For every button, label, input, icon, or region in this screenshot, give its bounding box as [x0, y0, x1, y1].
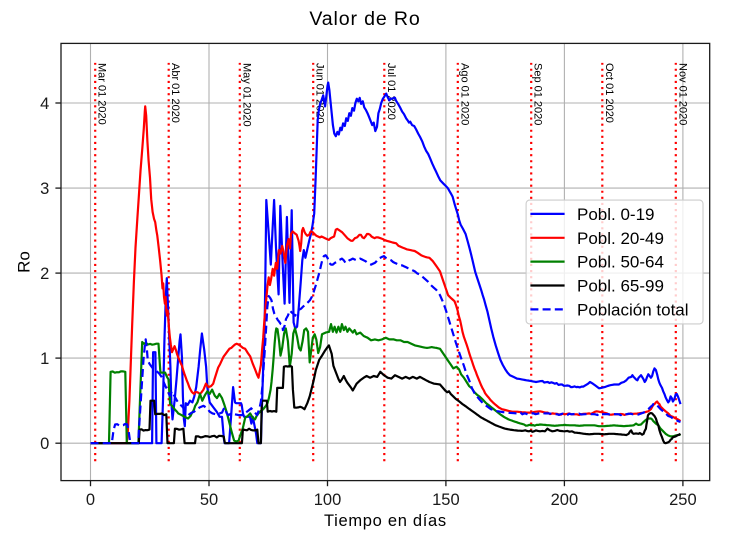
svg-text:1: 1 [40, 350, 49, 368]
svg-text:Sep 01 2020: Sep 01 2020 [532, 63, 544, 125]
svg-text:Valor de Ro: Valor de Ro [309, 8, 420, 30]
svg-text:Ago 01 2020: Ago 01 2020 [458, 63, 470, 125]
svg-text:Nov 01 2020: Nov 01 2020 [676, 63, 688, 125]
svg-text:0: 0 [40, 435, 49, 453]
svg-text:Pobl. 50-64: Pobl. 50-64 [577, 253, 664, 272]
svg-text:Jul 01 2020: Jul 01 2020 [385, 63, 397, 120]
svg-text:3: 3 [40, 180, 49, 198]
svg-text:Abr 01 2020: Abr 01 2020 [169, 63, 181, 123]
svg-text:Población total: Población total [577, 300, 689, 319]
svg-text:100: 100 [314, 491, 342, 509]
svg-text:May 01 2020: May 01 2020 [240, 63, 252, 127]
svg-text:50: 50 [200, 491, 218, 509]
svg-text:Jun 01 2020: Jun 01 2020 [314, 63, 326, 124]
svg-text:Mar 01 2020: Mar 01 2020 [96, 63, 108, 125]
svg-text:200: 200 [551, 491, 579, 509]
svg-text:Pobl. 20-49: Pobl. 20-49 [577, 229, 664, 248]
svg-text:250: 250 [669, 491, 697, 509]
svg-text:Tiempo en días: Tiempo en días [324, 512, 447, 530]
svg-text:0: 0 [86, 491, 95, 509]
svg-text:Ro: Ro [15, 251, 34, 273]
svg-text:2: 2 [40, 265, 49, 283]
svg-text:4: 4 [40, 95, 49, 113]
svg-text:Oct 01 2020: Oct 01 2020 [603, 63, 615, 123]
svg-text:Pobl. 0-19: Pobl. 0-19 [577, 205, 655, 224]
svg-text:Pobl. 65-99: Pobl. 65-99 [577, 277, 664, 296]
svg-text:150: 150 [432, 491, 460, 509]
